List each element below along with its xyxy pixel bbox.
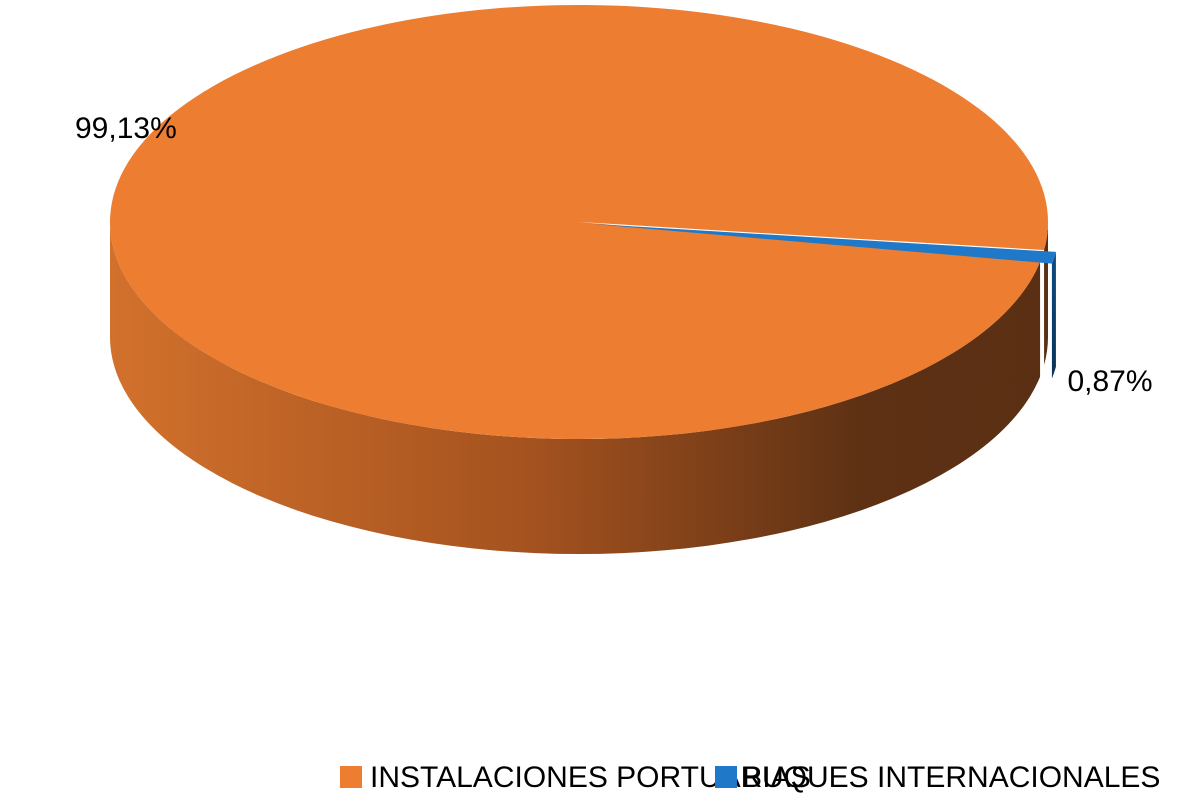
slice-side	[110, 222, 1041, 555]
legend-swatch	[715, 766, 737, 788]
data-label: 99,13%	[75, 112, 177, 145]
slice-side	[1051, 251, 1056, 379]
legend-label: BUQUES INTERNACIONALES	[742, 761, 1160, 794]
legend-label: INSTALACIONES PORTUARIAS	[370, 761, 811, 794]
legend-swatch	[340, 766, 362, 788]
slice	[110, 4, 1049, 439]
data-label: 0,87%	[1067, 365, 1152, 398]
slice	[590, 223, 1056, 264]
